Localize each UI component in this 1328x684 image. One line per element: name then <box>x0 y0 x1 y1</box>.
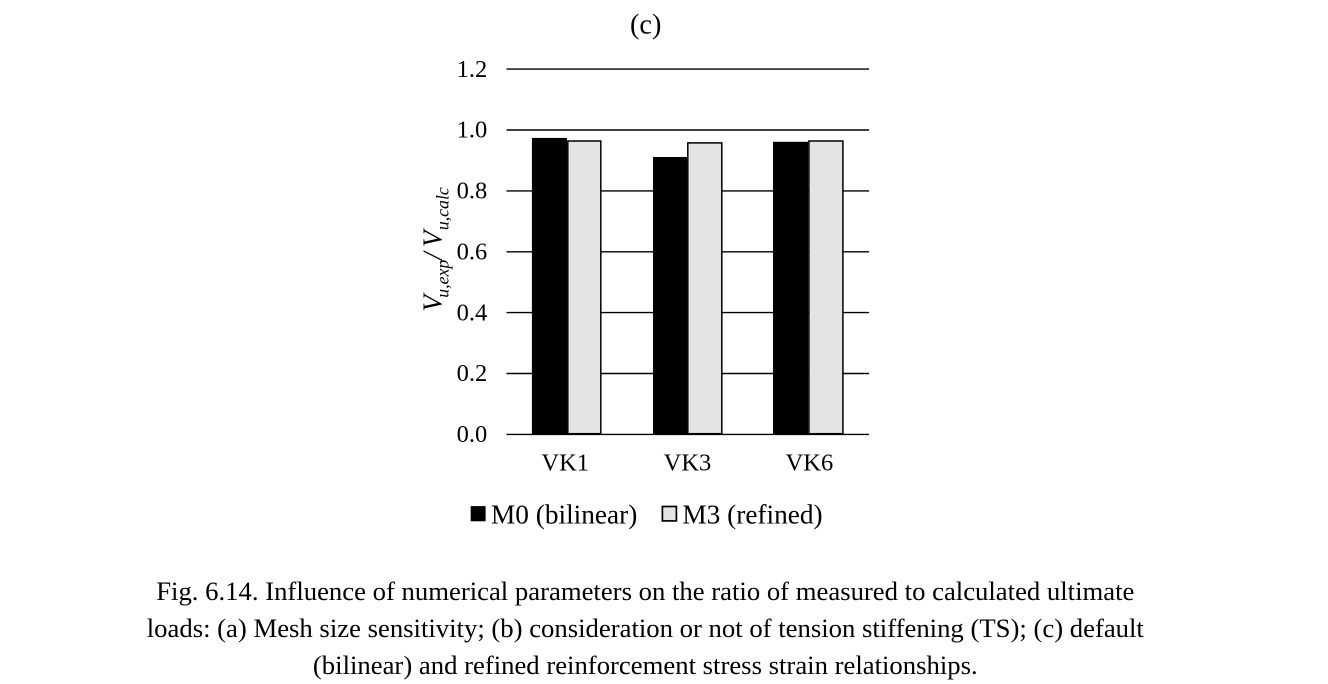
svg-text:1.2: 1.2 <box>457 56 488 83</box>
svg-text:VK1: VK1 <box>541 450 589 477</box>
svg-text:1.0: 1.0 <box>457 117 488 144</box>
svg-text:M3 (refined): M3 (refined) <box>682 499 822 529</box>
svg-text:0.8: 0.8 <box>457 178 488 205</box>
svg-text:(bilinear) and refined reinfor: (bilinear) and refined reinforcement str… <box>313 650 978 680</box>
svg-text:VK3: VK3 <box>664 450 712 477</box>
svg-text:M0 (bilinear): M0 (bilinear) <box>491 499 637 529</box>
svg-text:0.6: 0.6 <box>457 239 488 266</box>
svg-text:Fig. 6.14. Influence of numeri: Fig. 6.14. Influence of numerical parame… <box>156 576 1134 606</box>
svg-text:0.2: 0.2 <box>457 360 488 387</box>
svg-text:loads: (a) Mesh size sensitivi: loads: (a) Mesh size sensitivity; (b) co… <box>147 613 1145 643</box>
svg-text:(c): (c) <box>630 10 661 41</box>
svg-text:Vu,exp/Vu,calc: Vu,exp/Vu,calc <box>418 187 453 311</box>
svg-text:VK6: VK6 <box>786 450 834 477</box>
svg-text:0.0: 0.0 <box>457 421 488 448</box>
svg-text:0.4: 0.4 <box>457 299 488 326</box>
